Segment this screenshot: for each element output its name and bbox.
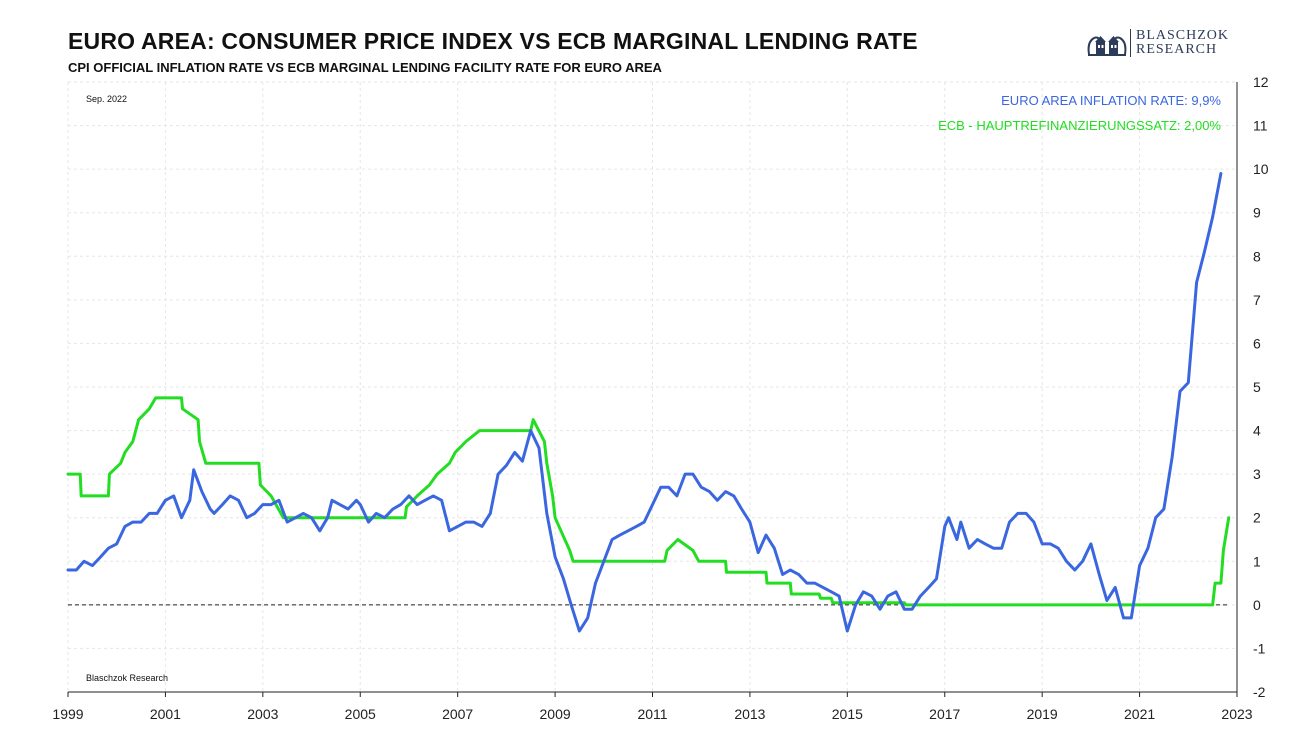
logo-text-line2: RESEARCH — [1136, 42, 1218, 57]
chart-subtitle: CPI OFFICIAL INFLATION RATE VS ECB MARGI… — [68, 60, 662, 75]
source-label: Blaschzok Research — [86, 673, 169, 683]
y-tick-label: 5 — [1253, 379, 1261, 395]
data-date-label: Sep. 2022 — [86, 94, 128, 104]
y-tick-label: -1 — [1253, 640, 1266, 656]
x-tick-label: 2021 — [1124, 706, 1155, 722]
logo-text-line1: BLASCHZOK — [1136, 28, 1230, 43]
y-tick-label: -2 — [1253, 684, 1266, 700]
y-tick-label: 2 — [1253, 510, 1261, 526]
y-tick-label: 3 — [1253, 466, 1261, 482]
x-tick-label: 2009 — [540, 706, 571, 722]
x-tick-label: 2019 — [1027, 706, 1058, 722]
y-tick-label: 4 — [1253, 423, 1261, 439]
x-tick-label: 2023 — [1221, 706, 1252, 722]
x-tick-label: 2013 — [734, 706, 765, 722]
y-tick-label: 8 — [1253, 248, 1261, 264]
legend-ecb-rate: ECB - HAUPTREFINANZIERUNGSSATZ: 2,00% — [938, 118, 1221, 133]
y-tick-label: 1 — [1253, 553, 1261, 569]
x-tick-label: 2007 — [442, 706, 473, 722]
twin-building-emblem-icon — [1087, 36, 1127, 56]
y-tick-label: 0 — [1253, 597, 1261, 613]
legend-inflation: EURO AREA INFLATION RATE: 9,9% — [1001, 93, 1221, 108]
y-tick-label: 12 — [1253, 74, 1269, 90]
x-tick-label: 2001 — [150, 706, 181, 722]
x-tick-label: 1999 — [52, 706, 83, 722]
y-tick-label: 10 — [1253, 161, 1269, 177]
inflation-line — [66, 172, 1223, 633]
x-tick-label: 2015 — [832, 706, 863, 722]
y-tick-label: 11 — [1253, 118, 1268, 134]
brand-logo: BLASCHZOK RESEARCH — [1086, 28, 1246, 60]
chart-title: EURO AREA: CONSUMER PRICE INDEX VS ECB M… — [68, 28, 918, 54]
x-tick-label: 2017 — [929, 706, 960, 722]
x-tick-label: 2005 — [345, 706, 376, 722]
x-tick-label: 2003 — [247, 706, 278, 722]
y-tick-label: 6 — [1253, 335, 1261, 351]
x-tick-label: 2011 — [637, 706, 667, 722]
y-tick-label: 7 — [1253, 292, 1261, 308]
ecb-rate-line — [66, 396, 1231, 607]
logo-divider — [1130, 29, 1131, 57]
y-tick-label: 9 — [1253, 205, 1261, 221]
